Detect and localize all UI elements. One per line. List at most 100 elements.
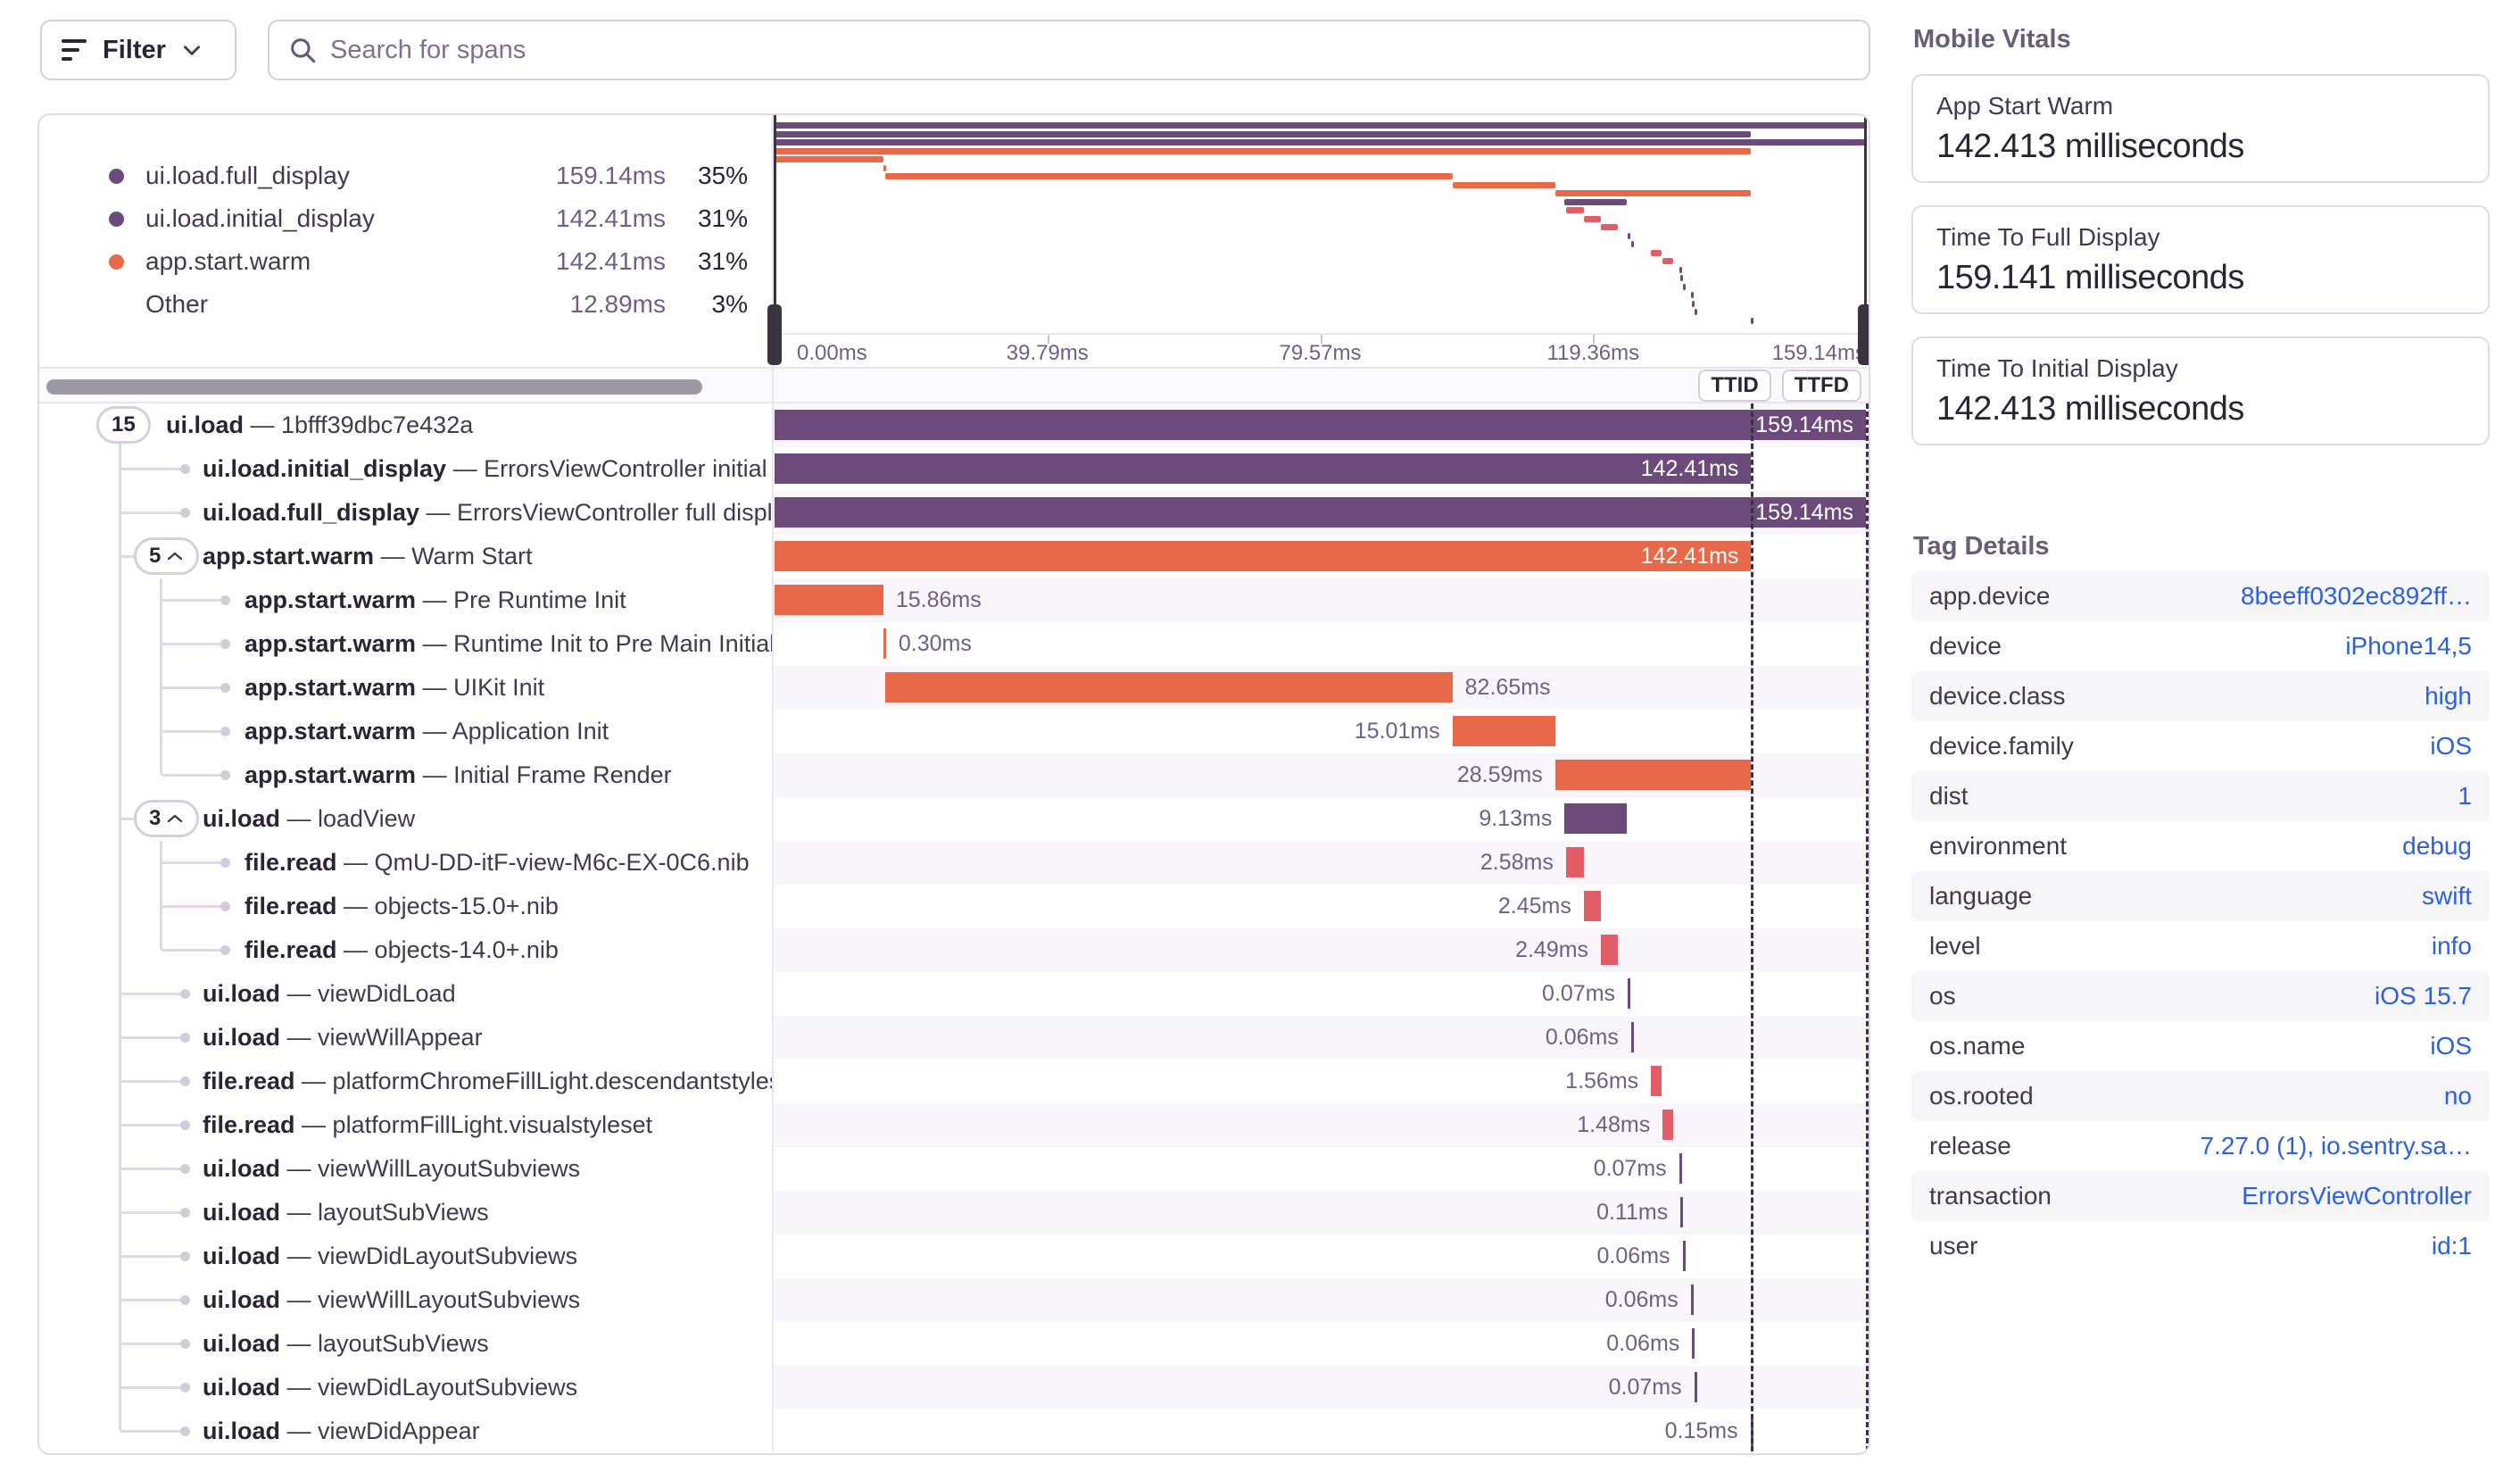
trace-minimap[interactable]: 0.00ms 39.79ms 79.57ms 119.36ms 159.14ms — [767, 115, 1869, 367]
tag-value[interactable]: iOS — [2430, 1032, 2472, 1060]
tree-guide-line — [119, 441, 121, 1431]
span-waterfall-row[interactable]: 2.45ms — [774, 885, 1869, 928]
span-waterfall-row[interactable]: 159.14ms — [774, 491, 1869, 535]
span-tree-row[interactable]: file.read — objects-15.0+.nib — [39, 885, 772, 928]
ttfd-button[interactable]: TTFD — [1781, 369, 1861, 402]
legend-item-duration: 159.14ms — [556, 162, 666, 189]
span-tree-row[interactable]: ui.load — viewDidLayoutSubviews — [39, 1366, 772, 1409]
minimap-left-handle[interactable] — [767, 304, 782, 365]
tree-node-dot — [180, 1077, 190, 1086]
span-duration-bar — [1583, 891, 1601, 921]
span-waterfall-row[interactable]: 0.07ms — [774, 1366, 1869, 1409]
tag-row: user id:1 — [1911, 1221, 2490, 1271]
span-count-badge[interactable]: 15 — [96, 406, 151, 444]
chevron-up-icon — [168, 552, 183, 561]
tree-connector — [120, 1343, 180, 1345]
span-label: ui.load — viewDidLoad — [203, 980, 456, 1007]
span-waterfall-row[interactable]: 0.06ms — [774, 1235, 1869, 1278]
span-waterfall-row[interactable]: 1.56ms — [774, 1060, 1869, 1103]
span-tree-row[interactable]: ui.load — viewDidAppear — [39, 1409, 772, 1451]
span-waterfall-row[interactable]: 9.13ms — [774, 797, 1869, 841]
tag-value[interactable]: debug — [2402, 832, 2472, 860]
tag-value[interactable]: iPhone14,5 — [2345, 632, 2472, 660]
span-tree-row[interactable]: ui.load — layoutSubViews — [39, 1322, 772, 1366]
legend-dot-empty — [109, 297, 124, 312]
span-waterfall-row[interactable]: 142.41ms — [774, 535, 1869, 578]
tree-connector — [120, 468, 180, 470]
tag-value[interactable]: no — [2443, 1082, 2472, 1110]
tag-value[interactable]: swift — [2422, 882, 2472, 910]
span-tree-row[interactable]: app.start.warm — Runtime Init to Pre Mai… — [39, 622, 772, 666]
tag-value[interactable]: iOS 15.7 — [2375, 982, 2472, 1010]
tag-table: app.device 8beeff0302ec892ff… device iPhone… — [1911, 571, 2490, 1271]
span-tree-row[interactable]: ui.load — viewDidLayoutSubviews — [39, 1235, 772, 1278]
span-waterfall-row[interactable]: 15.01ms — [774, 710, 1869, 753]
span-waterfall-row[interactable]: 142.41ms — [774, 447, 1869, 491]
tree-connector — [162, 643, 220, 645]
tag-value[interactable]: 1 — [2458, 782, 2472, 810]
horizontal-scrollbar[interactable] — [46, 379, 702, 395]
span-tree-row[interactable]: ui.load.initial_display — ErrorsViewCont… — [39, 447, 772, 491]
minimap-right-handle[interactable] — [1858, 304, 1869, 365]
span-tree-row[interactable]: ui.load — layoutSubViews — [39, 1191, 772, 1235]
span-tree-row[interactable]: ui.load — viewWillLayoutSubviews — [39, 1278, 772, 1322]
span-tree-row[interactable]: ui.load — viewWillAppear — [39, 1016, 772, 1060]
tag-value[interactable]: info — [2431, 932, 2472, 960]
ttid-button[interactable]: TTID — [1698, 369, 1771, 402]
span-waterfall-row[interactable]: 15.86ms — [774, 578, 1869, 622]
span-waterfall-row[interactable]: 0.30ms — [774, 622, 1869, 666]
span-tree-row[interactable]: app.start.warm — Warm Start — [39, 535, 772, 578]
span-count-badge[interactable]: 3 — [134, 800, 200, 837]
span-waterfall-row[interactable]: 0.15ms — [774, 1409, 1869, 1451]
minimap-span-bar — [775, 156, 883, 162]
span-waterfall-row[interactable]: 0.06ms — [774, 1016, 1869, 1060]
tag-key: level — [1929, 932, 1981, 960]
tag-value[interactable]: high — [2425, 682, 2472, 710]
tag-value[interactable]: 8beeff0302ec892ff… — [2241, 582, 2472, 610]
span-tree-row[interactable]: app.start.warm — UIKit Init — [39, 666, 772, 710]
tag-value[interactable]: 7.27.0 (1), io.sentry.sa… — [2200, 1132, 2473, 1160]
span-tree-row[interactable]: ui.load — viewDidLoad — [39, 972, 772, 1016]
span-waterfall-row[interactable]: 0.06ms — [774, 1322, 1869, 1366]
span-waterfall-row[interactable]: 82.65ms — [774, 666, 1869, 710]
span-waterfall-row[interactable]: 0.07ms — [774, 972, 1869, 1016]
span-tree-row[interactable]: app.start.warm — Initial Frame Render — [39, 753, 772, 797]
span-waterfall-row[interactable]: 28.59ms — [774, 753, 1869, 797]
span-count-badge[interactable]: 5 — [134, 537, 200, 575]
span-waterfall-row[interactable]: 0.06ms — [774, 1278, 1869, 1322]
legend-item-label: ui.load.initial_display — [145, 204, 375, 232]
tree-node-dot — [220, 945, 230, 955]
tag-value[interactable]: ErrorsViewController — [2242, 1182, 2472, 1210]
span-tree-row[interactable]: ui.load.full_display — ErrorsViewControl… — [39, 491, 772, 535]
span-tree-row[interactable]: file.read — objects-14.0+.nib — [39, 928, 772, 972]
span-tree-row[interactable]: app.start.warm — Application Init — [39, 710, 772, 753]
span-tree-row[interactable]: ui.load — viewWillLayoutSubviews — [39, 1147, 772, 1191]
search-bar[interactable] — [268, 20, 1870, 80]
tag-value[interactable]: id:1 — [2431, 1232, 2472, 1260]
span-tree-row[interactable]: app.start.warm — Pre Runtime Init — [39, 578, 772, 622]
span-tree-row[interactable]: file.read — platformFillLight.visualstyl… — [39, 1103, 772, 1147]
span-tree-row[interactable]: ui.load — 1bfff39dbc7e432a — [39, 403, 772, 447]
span-waterfall-row[interactable]: 2.49ms — [774, 928, 1869, 972]
span-tree-row[interactable]: file.read — platformChromeFillLight.desc… — [39, 1060, 772, 1103]
span-waterfall-row[interactable]: 1.48ms — [774, 1103, 1869, 1147]
legend-item-percent: 31% — [697, 247, 748, 275]
span-duration-label: 1.56ms — [1565, 1068, 1639, 1093]
span-label: ui.load — viewDidLayoutSubviews — [203, 1374, 578, 1401]
span-label: ui.load — loadView — [203, 805, 416, 832]
filter-button[interactable]: Filter — [40, 20, 236, 80]
tree-connector — [162, 949, 220, 952]
span-tree-row[interactable]: ui.load — loadView — [39, 797, 772, 841]
span-waterfall-row[interactable]: 159.14ms — [774, 403, 1869, 447]
span-label: app.start.warm — Warm Start — [203, 543, 533, 570]
span-tree-row[interactable]: file.read — QmU-DD-itF-view-M6c-EX-0C6.n… — [39, 841, 772, 885]
vital-value: 142.413 milliseconds — [1936, 390, 2244, 428]
span-waterfall-row[interactable]: 0.11ms — [774, 1191, 1869, 1235]
span-duration-label: 0.07ms — [1608, 1375, 1682, 1400]
search-input[interactable] — [330, 35, 1851, 65]
span-label: file.read — objects-15.0+.nib — [245, 893, 559, 919]
span-label: app.start.warm — Application Init — [245, 718, 609, 744]
span-waterfall-row[interactable]: 0.07ms — [774, 1147, 1869, 1191]
tag-value[interactable]: iOS — [2430, 732, 2472, 760]
span-waterfall-row[interactable]: 2.58ms — [774, 841, 1869, 885]
